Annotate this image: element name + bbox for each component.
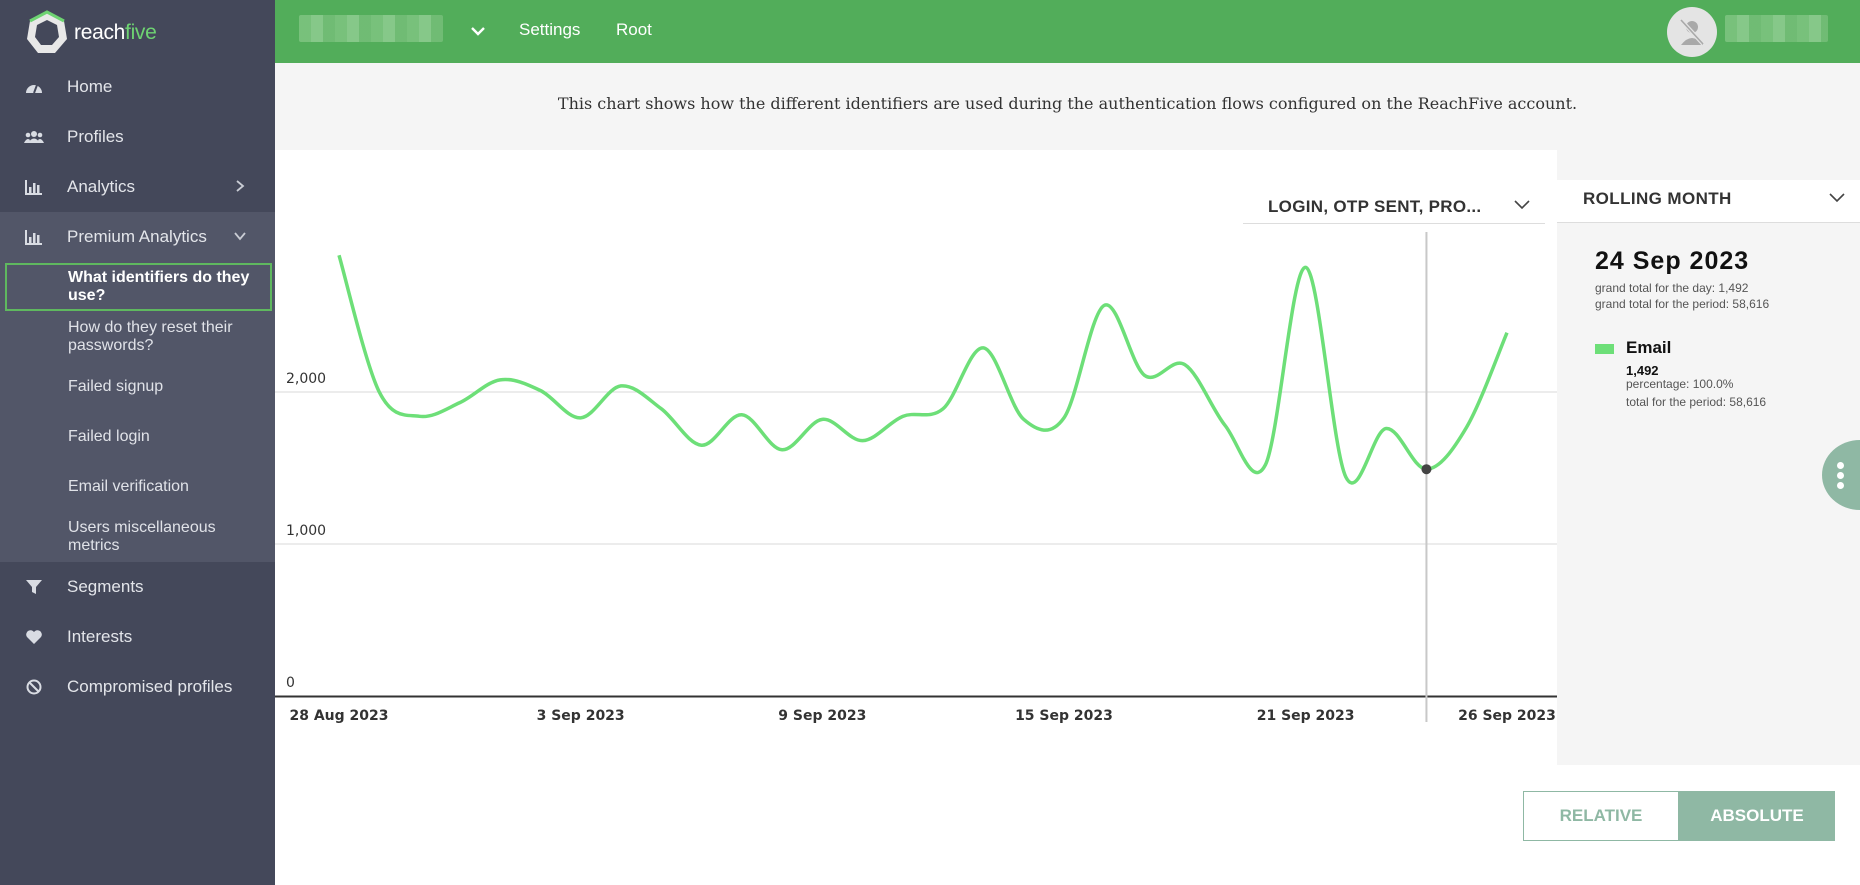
legend-series-name: Email <box>1626 338 1672 357</box>
heart-icon <box>24 627 44 647</box>
sidebar-item-label: Analytics <box>67 177 136 196</box>
settings-link[interactable]: Settings <box>519 20 581 39</box>
y-tick-label: 1,000 <box>286 523 326 539</box>
more-vertical-icon <box>1837 462 1844 469</box>
logo-text: reachfive <box>74 21 157 44</box>
bar-chart-icon <box>24 227 44 247</box>
chevron-down-icon <box>1514 200 1530 210</box>
sidebar: reachfive Home Profiles Analytics <box>0 0 275 885</box>
x-axis-labels: 28 Aug 2023 3 Sep 2023 9 Sep 2023 15 Sep 20… <box>289 708 1555 724</box>
chevron-down-icon <box>1829 193 1845 203</box>
root-link[interactable]: Root <box>616 20 652 39</box>
sidebar-item-home[interactable]: Home <box>0 62 275 112</box>
sidebar-subitem-label: Failed login <box>68 428 150 445</box>
sidebar-subitem-label: What identifiers do they use? <box>68 269 250 304</box>
legend-swatch-email <box>1595 344 1614 354</box>
event-type-select[interactable]: LOGIN, OTP SENT, PRO... <box>1243 188 1545 224</box>
legend-series-value: 1,492 <box>1626 363 1659 378</box>
sidebar-subitem-failed-login[interactable]: Failed login <box>0 412 275 462</box>
x-tick-label: 28 Aug 2023 <box>289 708 388 724</box>
ban-circle-icon <box>24 677 44 697</box>
sidebar-subitem-identifiers[interactable]: What identifiers do they use? <box>0 262 275 312</box>
highlight-point <box>1421 464 1432 475</box>
sidebar-subitem-email-verification[interactable]: Email verification <box>0 462 275 512</box>
more-vertical-icon <box>1837 482 1844 489</box>
premium-analytics-group: Premium Analytics What identifiers do th… <box>0 212 275 562</box>
grand-total-period: grand total for the period: 58,616 <box>1595 297 1770 311</box>
y-axis-labels: 0 1,000 2,000 <box>286 371 326 691</box>
absolute-toggle-button[interactable]: ABSOLUTE <box>1679 791 1835 841</box>
grand-total-day: grand total for the day: 1,492 <box>1595 281 1749 295</box>
y-tick-label: 0 <box>286 675 295 691</box>
period-select-value: ROLLING MONTH <box>1583 189 1732 208</box>
sidebar-item-label: Profiles <box>67 127 124 146</box>
x-tick-label: 21 Sep 2023 <box>1257 708 1355 724</box>
account-name-redacted[interactable] <box>299 15 443 42</box>
sidebar-nav: Home Profiles Analytics Premium Analytic… <box>0 62 275 712</box>
line-chart[interactable]: 0 1,000 2,000 28 Aug 2023 3 Sep 2023 9 Sep 2… <box>275 150 1557 730</box>
sidebar-item-label: Home <box>67 77 113 96</box>
x-tick-label: 15 Sep 2023 <box>1015 708 1113 724</box>
sidebar-item-label: Compromised profiles <box>67 677 233 696</box>
chevron-right-icon <box>236 180 245 192</box>
sidebar-subitem-label: How do they reset their passwords? <box>68 319 233 354</box>
x-tick-label: 26 Sep 2023 <box>1458 708 1556 724</box>
chart-description: This chart shows how the different ident… <box>557 94 1578 113</box>
description-banner: This chart shows how the different ident… <box>275 63 1860 150</box>
x-tick-label: 9 Sep 2023 <box>778 708 866 724</box>
bar-chart-icon <box>24 177 44 197</box>
y-tick-label: 2,000 <box>286 371 326 387</box>
legend-total-period: total for the period: 58,616 <box>1626 395 1767 409</box>
reachfive-logo-icon <box>27 10 67 53</box>
sidebar-item-profiles[interactable]: Profiles <box>0 112 275 162</box>
details-panel: ROLLING MONTH 24 Sep 2023 grand total fo… <box>1557 150 1860 765</box>
more-vertical-icon <box>1837 472 1844 479</box>
filter-funnel-icon <box>24 577 44 597</box>
selected-date: 24 Sep 2023 <box>1595 247 1750 275</box>
chevron-down-icon <box>234 232 246 241</box>
top-bar: Settings Root <box>275 0 1860 63</box>
sidebar-item-premium-analytics[interactable]: Premium Analytics <box>0 212 275 262</box>
chart-gridlines <box>275 391 1557 545</box>
sidebar-item-label: Premium Analytics <box>67 227 207 246</box>
sidebar-item-label: Segments <box>67 577 144 596</box>
x-tick-label: 3 Sep 2023 <box>537 708 625 724</box>
sidebar-item-label: Interests <box>67 627 133 646</box>
user-disabled-icon <box>1679 18 1705 46</box>
account-chevron-down-icon[interactable] <box>467 20 489 42</box>
logo[interactable]: reachfive <box>24 8 157 58</box>
period-select[interactable]: ROLLING MONTH <box>1557 180 1860 223</box>
user-name-redacted[interactable] <box>1725 15 1828 42</box>
sidebar-subitem-failed-signup[interactable]: Failed signup <box>0 362 275 412</box>
dashboard-gauge-icon <box>24 77 44 97</box>
sidebar-subitem-label: Failed signup <box>68 378 164 395</box>
sidebar-subitem-reset-passwords[interactable]: How do they reset their passwords? <box>0 312 275 362</box>
series-line-email <box>337 254 1509 485</box>
legend-percentage: percentage: 100.0% <box>1626 377 1734 391</box>
sidebar-item-compromised-profiles[interactable]: Compromised profiles <box>0 662 275 712</box>
users-group-icon <box>24 127 44 147</box>
sidebar-subitem-label: Users miscellaneous metrics <box>68 519 216 554</box>
sidebar-subitem-label: Email verification <box>68 478 189 495</box>
sidebar-subitem-misc-metrics[interactable]: Users miscellaneous metrics <box>0 512 275 562</box>
relative-toggle-button[interactable]: RELATIVE <box>1523 791 1679 841</box>
avatar[interactable] <box>1667 7 1717 57</box>
sidebar-item-analytics[interactable]: Analytics <box>0 162 275 212</box>
event-type-select-value: LOGIN, OTP SENT, PRO... <box>1268 197 1482 216</box>
sidebar-item-segments[interactable]: Segments <box>0 562 275 612</box>
sidebar-item-interests[interactable]: Interests <box>0 612 275 662</box>
